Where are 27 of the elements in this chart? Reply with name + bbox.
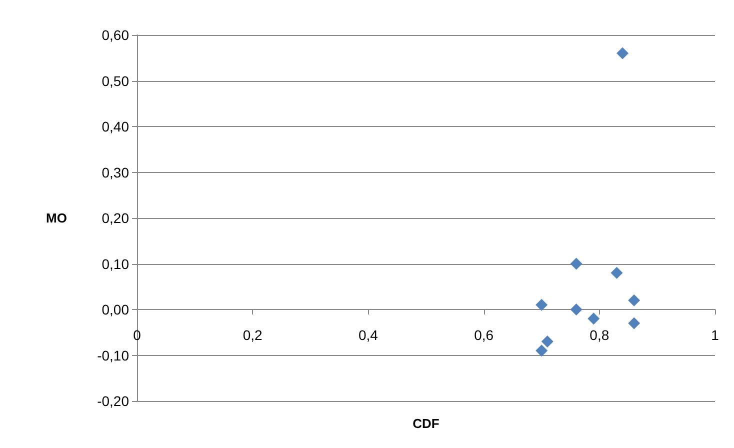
- point: [616, 47, 629, 60]
- point: [536, 344, 548, 357]
- x-tick-label: 0: [133, 327, 142, 343]
- y-tick-label: -0,10: [97, 347, 130, 364]
- x-tick-label: 0,2: [242, 327, 263, 343]
- point: [588, 312, 600, 325]
- y-tick-label: 0,50: [102, 72, 130, 89]
- point: [610, 266, 623, 279]
- y-tick-label: -0,20: [97, 393, 130, 409]
- point: [536, 298, 548, 311]
- y-axis-title: MO: [46, 210, 67, 226]
- x-axis-title: CDF: [412, 416, 440, 431]
- y-tick-label: 0,10: [102, 256, 130, 272]
- point: [570, 304, 582, 316]
- point: [570, 258, 582, 270]
- x-tick-label: 0,4: [358, 327, 378, 343]
- point: [628, 294, 640, 306]
- point: [628, 317, 640, 330]
- x-tick-label: 0,6: [474, 327, 494, 343]
- x-tick-label: 1: [711, 327, 720, 343]
- y-tick-label: 0,40: [102, 118, 130, 134]
- y-tick-label: 0,00: [102, 302, 130, 318]
- x-tick-label: 0,8: [590, 327, 610, 343]
- y-tick-label: 0,30: [102, 164, 130, 180]
- y-tick-label: 0,20: [102, 210, 130, 226]
- point: [541, 336, 554, 348]
- y-tick-label: 0,60: [102, 27, 130, 43]
